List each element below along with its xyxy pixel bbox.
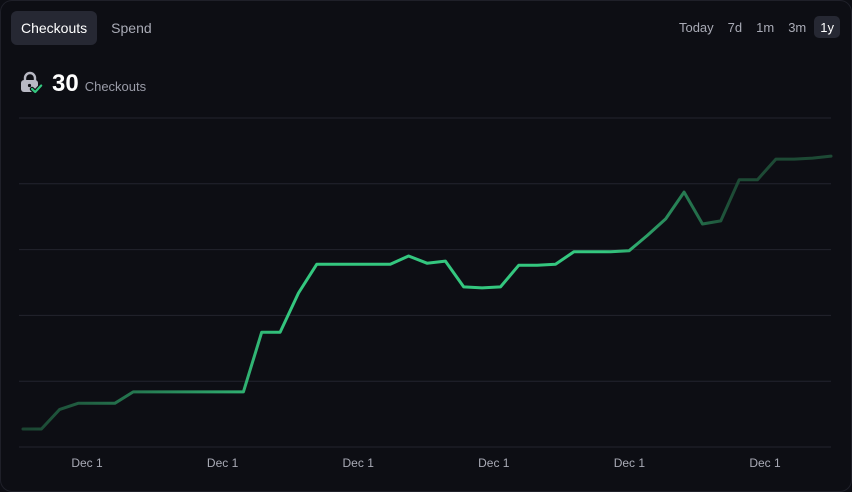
series-line	[21, 154, 833, 431]
metric-label: Checkouts	[84, 79, 147, 94]
x-tick-label: Dec 1	[343, 456, 375, 470]
x-tick-label: Dec 1	[207, 456, 239, 470]
x-tick-label: Dec 1	[478, 456, 510, 470]
range-1y[interactable]: 1y	[814, 16, 840, 38]
tab-checkouts[interactable]: Checkouts	[11, 11, 98, 45]
metric-tabs: Checkouts Spend	[11, 11, 162, 45]
time-range-selector: Today 7d 1m 3m 1y	[673, 16, 840, 38]
tab-spend[interactable]: Spend	[111, 20, 152, 36]
range-today[interactable]: Today	[678, 19, 714, 35]
range-7d[interactable]: 7d	[727, 19, 743, 35]
x-tick-label: Dec 1	[749, 456, 781, 470]
x-tick-label: Dec 1	[71, 456, 103, 470]
x-tick-label: Dec 1	[614, 456, 646, 470]
grid-lines	[19, 117, 831, 448]
metric-summary: 30 Checkouts	[19, 67, 146, 98]
metric-value: 30	[52, 70, 79, 97]
series-lines	[21, 154, 833, 431]
x-axis-ticks: Dec 1 Dec 1 Dec 1 Dec 1 Dec 1 Dec 1	[71, 456, 781, 470]
range-3m[interactable]: 3m	[788, 19, 807, 35]
range-1m[interactable]: 1m	[756, 19, 775, 35]
lock-check-icon	[21, 71, 43, 95]
